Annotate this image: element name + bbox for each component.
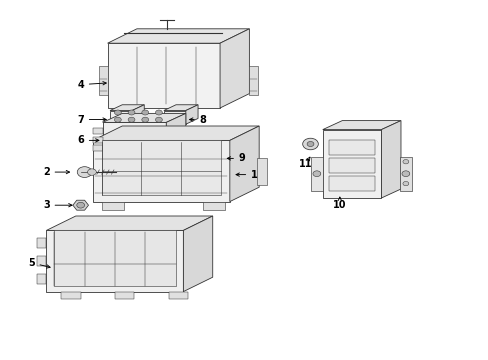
Polygon shape [322,130,381,198]
Polygon shape [110,105,144,111]
Polygon shape [322,121,400,130]
Bar [37,238,46,248]
Circle shape [312,171,320,176]
Polygon shape [220,29,249,108]
Circle shape [302,138,318,150]
Bar [102,202,123,210]
Polygon shape [46,216,212,230]
Bar [93,137,102,143]
Text: 10: 10 [332,200,346,210]
Polygon shape [381,121,400,198]
Polygon shape [102,122,166,153]
Polygon shape [163,111,185,124]
Polygon shape [223,147,232,163]
Bar [115,292,134,299]
Polygon shape [183,216,212,292]
Bar [328,140,374,155]
Text: 3: 3 [43,200,50,210]
Bar [102,140,221,195]
Circle shape [87,169,96,175]
Polygon shape [132,105,144,124]
Polygon shape [46,230,183,292]
Circle shape [77,167,92,177]
Circle shape [402,181,408,186]
Circle shape [142,110,148,115]
Polygon shape [185,105,198,124]
Text: 4: 4 [77,80,84,90]
Bar [310,157,323,191]
Circle shape [142,117,148,122]
Circle shape [155,117,162,122]
Bar [328,176,374,191]
Bar [168,292,188,299]
Bar [93,145,102,151]
Polygon shape [93,126,259,140]
Circle shape [306,141,313,147]
Bar [399,157,411,191]
Circle shape [128,117,135,122]
Text: 5: 5 [28,258,35,268]
Bar [61,292,81,299]
Polygon shape [110,111,132,124]
Text: 11: 11 [298,159,312,169]
Polygon shape [229,126,259,202]
Bar [37,274,46,284]
Bar [249,66,258,95]
Circle shape [401,171,409,176]
Text: 9: 9 [238,153,245,163]
Circle shape [128,110,135,115]
Circle shape [114,110,121,115]
Circle shape [77,202,84,208]
Polygon shape [102,113,185,122]
Bar [203,202,225,210]
Polygon shape [163,105,198,111]
Circle shape [402,159,408,164]
Polygon shape [93,140,229,202]
Circle shape [155,110,162,115]
Polygon shape [166,113,185,153]
Bar [54,230,175,286]
Bar [99,66,107,95]
Text: 8: 8 [199,114,206,125]
Text: 6: 6 [77,135,84,145]
Bar [93,128,102,134]
Polygon shape [207,151,223,163]
Text: 1: 1 [250,170,257,180]
Text: 7: 7 [77,114,84,125]
Bar [256,158,267,185]
Text: 2: 2 [43,167,50,177]
Circle shape [114,117,121,122]
Bar [37,256,46,266]
Polygon shape [107,43,220,108]
Bar [328,158,374,173]
Polygon shape [73,200,88,210]
Polygon shape [207,147,232,151]
Polygon shape [107,29,249,43]
